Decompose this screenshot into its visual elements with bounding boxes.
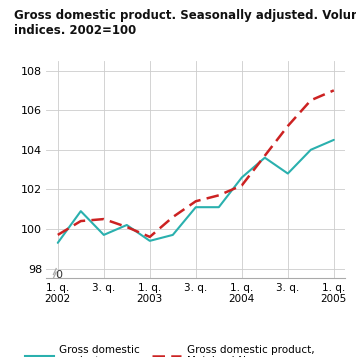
- Text: 0: 0: [55, 270, 62, 280]
- Legend: Gross domestic
product, Gross domestic product,
Mainland-Norway: Gross domestic product, Gross domestic p…: [25, 345, 314, 357]
- Text: Gross domestic product. Seasonally adjusted. Volume
indices. 2002=100: Gross domestic product. Seasonally adjus…: [14, 9, 356, 37]
